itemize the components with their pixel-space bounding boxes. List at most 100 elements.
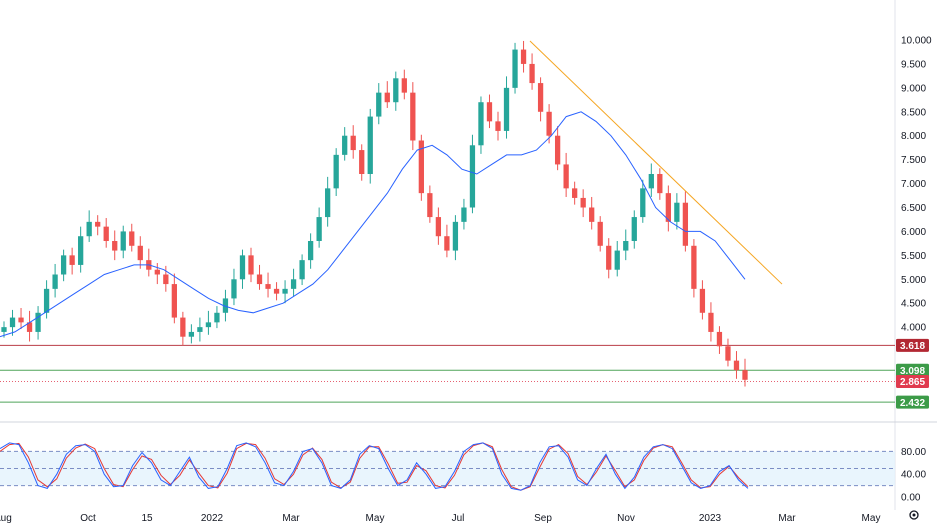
price-axis[interactable]: 10.000 9.500 9.000 8.500 8.000 7.500 7.000 6.50… [901, 36, 932, 334]
price-tick-label: 5.000 [901, 275, 926, 286]
candle-body [682, 202, 689, 246]
candle-body [546, 111, 552, 136]
candle-body [359, 150, 365, 174]
oscillator-tick-label: 0.00 [901, 493, 921, 504]
oscillator-tick-label: 40.00 [901, 470, 926, 481]
time-tick-label: Sep [534, 513, 552, 524]
candle-body [231, 279, 237, 299]
time-tick-label: Nov [617, 513, 635, 524]
trendline-layer [529, 40, 783, 285]
price-tick-label: 4.000 [901, 323, 926, 334]
time-tick-label: 2022 [201, 513, 224, 524]
candle-body [572, 188, 578, 198]
candle-body [299, 260, 305, 280]
candle-body [401, 78, 407, 93]
candle-body [197, 327, 203, 332]
candle-body [699, 288, 706, 313]
price-tick-label: 8.500 [901, 107, 926, 118]
candle-body [444, 236, 450, 251]
candle-body [78, 236, 84, 265]
time-axis[interactable]: Aug Oct 15 2022 Mar May Jul Sep Nov 2023 Mar May [0, 513, 880, 524]
level-tag-label: 2.432 [900, 398, 925, 409]
candle-body [597, 221, 603, 246]
candle-body [410, 92, 416, 141]
candle-body [469, 145, 476, 208]
candle-body [563, 164, 569, 189]
candle-body [614, 250, 620, 270]
candle-body [1, 327, 7, 332]
candlesticks [1, 40, 748, 387]
candle-body [742, 370, 748, 380]
candle-body [35, 312, 41, 332]
candle-body [657, 174, 663, 194]
candle-body [163, 274, 169, 285]
candle-body [26, 322, 33, 332]
candle-body [554, 135, 561, 165]
candle-body [708, 312, 714, 332]
time-tick-label: Mar [282, 513, 300, 524]
candle-body [640, 188, 646, 218]
candle-body [86, 221, 92, 237]
candle-body [716, 331, 723, 347]
moving-average-line [0, 111, 746, 338]
candle-body [461, 207, 467, 222]
level-tag-label: 2.865 [900, 377, 925, 388]
candle-body [137, 245, 143, 261]
candle-body [69, 255, 75, 265]
candle-body [316, 217, 322, 241]
resistance-trendline [529, 40, 783, 285]
time-tick-label: Aug [0, 513, 12, 524]
level-tag [896, 363, 929, 377]
candle-body [367, 116, 373, 174]
candle-body [103, 226, 109, 241]
candle-body [154, 269, 160, 275]
oscillator-axis[interactable]: 80.00 40.00 0.00 [901, 447, 926, 504]
moving-average-layer [0, 111, 746, 338]
candle-body [239, 255, 246, 280]
candle-body [282, 288, 288, 294]
level-tag-label: 3.618 [900, 341, 925, 352]
candle-body [733, 360, 740, 371]
candle-body [384, 92, 390, 103]
oscillator-tick-label: 80.00 [901, 447, 926, 458]
candle-body [631, 217, 637, 241]
candle-body [665, 193, 671, 222]
candle-body [222, 298, 229, 313]
candle-body [129, 231, 135, 246]
level-tag [896, 338, 929, 352]
price-tick-label: 7.000 [901, 179, 926, 190]
candle-body [427, 193, 433, 218]
time-tick-label: 15 [141, 513, 153, 524]
price-tick-label: 8.000 [901, 131, 926, 142]
time-tick-label: 2023 [699, 513, 722, 524]
price-tick-label: 6.000 [901, 227, 926, 238]
candle-body [171, 284, 177, 318]
candle-body [452, 221, 459, 251]
candle-body [325, 188, 331, 218]
candle-body [120, 231, 126, 251]
time-tick-label: May [366, 513, 385, 524]
time-tick-label: Oct [80, 513, 96, 524]
candle-body [205, 322, 212, 328]
stochastic-k-line [0, 442, 749, 491]
candle-body [95, 221, 101, 227]
candle-body [60, 255, 67, 275]
time-tick-label: Jul [452, 513, 465, 524]
price-tick-label: 4.500 [901, 299, 926, 310]
candle-body [589, 207, 595, 222]
candle-body [648, 174, 654, 189]
price-tick-label: 7.500 [901, 155, 926, 166]
price-tick-label: 9.000 [901, 83, 926, 94]
candle-body [307, 241, 314, 261]
candle-body [248, 255, 254, 275]
candle-body [537, 83, 544, 112]
candle-body [9, 317, 16, 328]
candle-body [52, 274, 58, 289]
gear-icon[interactable] [909, 510, 919, 520]
candle-body [376, 92, 382, 117]
candle-body [256, 274, 263, 285]
level-tag [896, 374, 929, 388]
candle-body [333, 154, 339, 189]
